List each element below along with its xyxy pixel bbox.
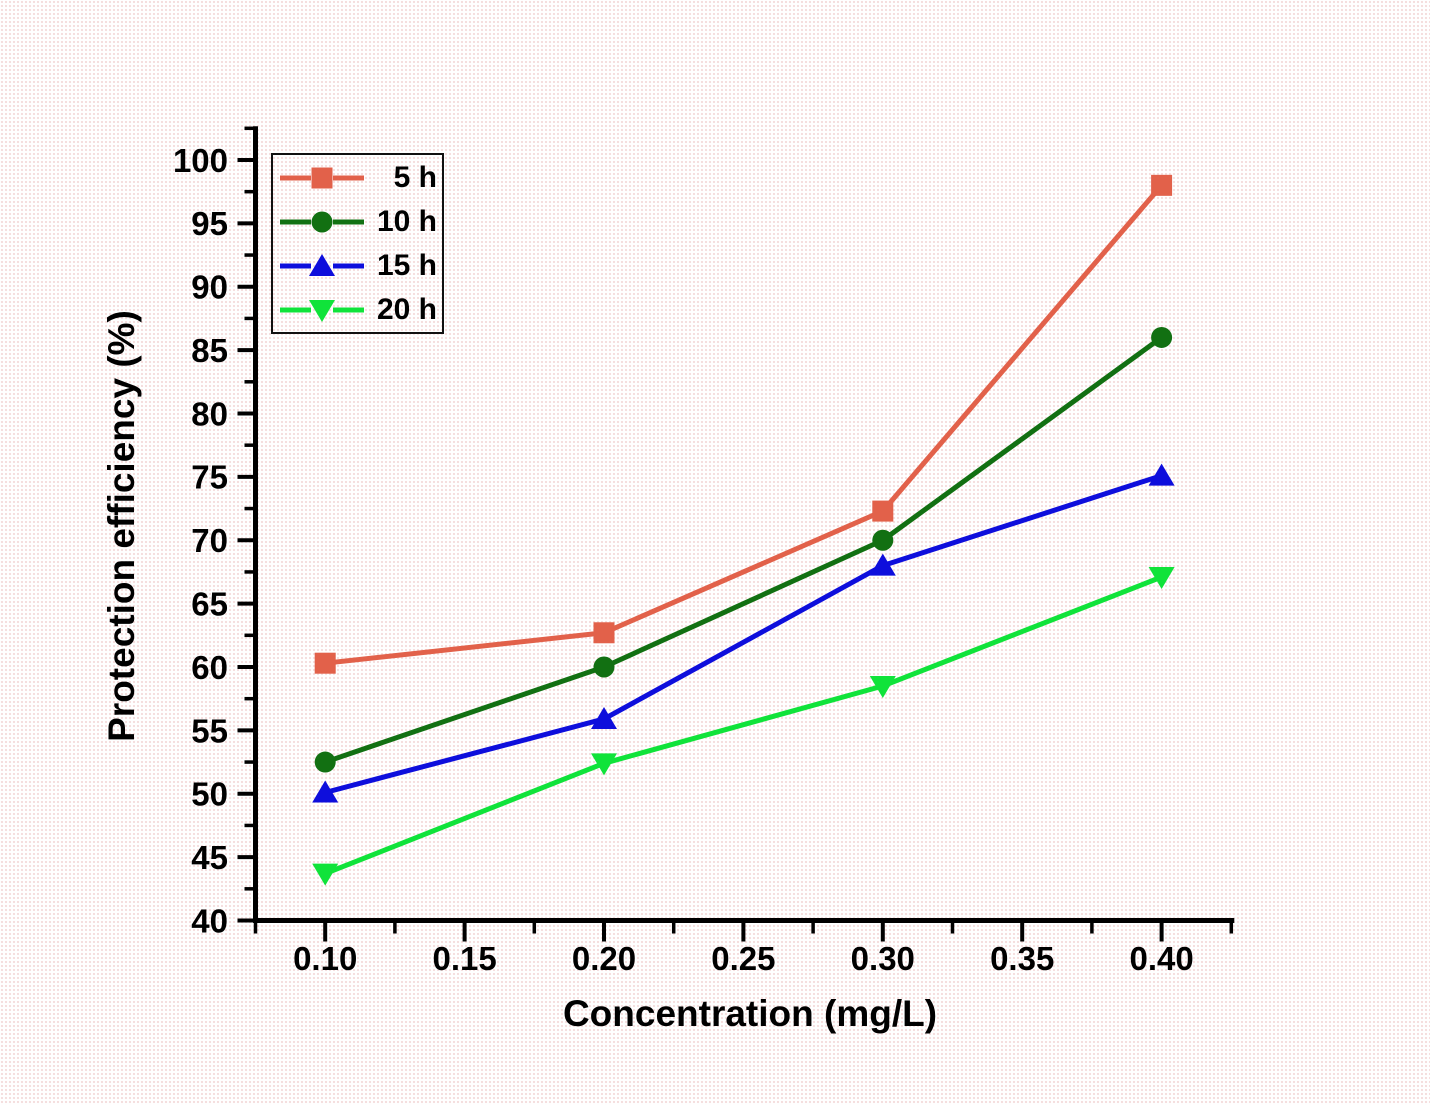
svg-text:50: 50 (191, 776, 228, 813)
legend-item-5h: 5 h (275, 156, 440, 200)
svg-text:100: 100 (173, 142, 228, 179)
legend-swatch-triangle-up-icon (280, 254, 364, 276)
svg-text:0.15: 0.15 (432, 940, 496, 977)
legend-box: 5 h 10 h 15 h 20 h (271, 153, 444, 334)
x-axis-title: Concentration (mg/L) (562, 993, 938, 1034)
legend-item-20h: 20 h (275, 288, 440, 332)
svg-text:85: 85 (191, 332, 228, 369)
svg-text:95: 95 (191, 205, 228, 242)
legend-item-15h: 15 h (275, 244, 440, 288)
svg-text:90: 90 (191, 269, 228, 306)
svg-text:55: 55 (191, 712, 228, 749)
svg-text:45: 45 (191, 839, 228, 876)
svg-text:0.10: 0.10 (293, 940, 357, 977)
svg-text:75: 75 (191, 459, 228, 496)
svg-text:40: 40 (191, 902, 228, 939)
svg-text:65: 65 (191, 586, 228, 623)
svg-text:0.40: 0.40 (1129, 940, 1193, 977)
legend-swatch-square-icon (280, 167, 364, 189)
legend-label-10h: 10 h (376, 205, 437, 238)
svg-text:0.30: 0.30 (851, 940, 915, 977)
legend-item-10h: 10 h (275, 200, 440, 244)
svg-text:70: 70 (191, 522, 228, 559)
svg-text:0.25: 0.25 (711, 940, 775, 977)
legend-label-15h: 15 h (376, 249, 437, 282)
legend-label-20h: 20 h (376, 293, 437, 326)
legend-swatch-circle-icon (280, 211, 364, 233)
svg-text:60: 60 (191, 649, 228, 686)
svg-text:0.35: 0.35 (990, 940, 1054, 977)
svg-text:80: 80 (191, 395, 228, 432)
y-axis-title: Protection efficiency (%) (101, 310, 142, 742)
svg-text:0.20: 0.20 (572, 940, 636, 977)
legend-swatch-triangle-down-icon (280, 300, 364, 322)
legend-label-5h: 5 h (393, 161, 437, 194)
